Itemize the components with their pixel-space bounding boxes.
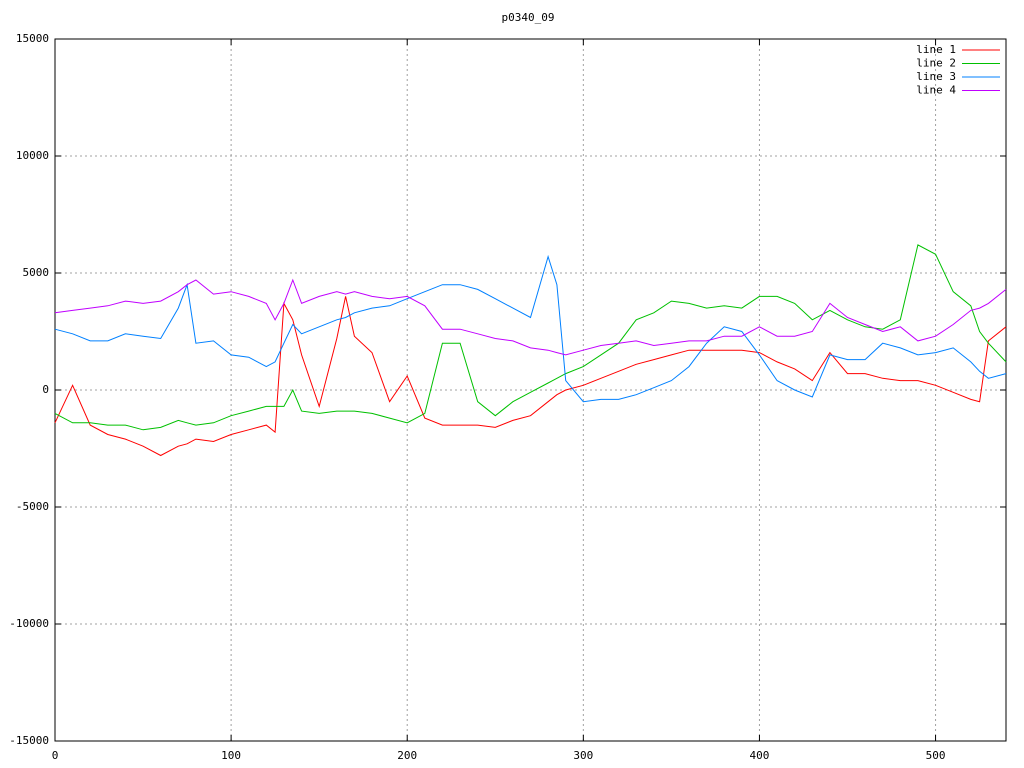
chart-title: p0340_09 xyxy=(502,11,555,24)
x-tick-label: 0 xyxy=(52,749,59,762)
y-tick-label: -10000 xyxy=(9,617,49,630)
y-tick-label: -5000 xyxy=(16,500,49,513)
y-tick-label: 15000 xyxy=(16,32,49,45)
series-line xyxy=(54,278,1007,356)
series-line xyxy=(54,254,1007,403)
x-tick-label: 200 xyxy=(397,749,417,762)
y-tick-label: -15000 xyxy=(9,734,49,747)
y-tick-label: 5000 xyxy=(23,266,50,279)
series-line xyxy=(54,296,1007,457)
series-line xyxy=(54,244,1007,431)
y-tick-label: 0 xyxy=(42,383,49,396)
x-tick-label: 100 xyxy=(221,749,241,762)
plot-frame xyxy=(54,38,1007,742)
legend-label: line 3 xyxy=(916,70,956,83)
y-tick-label: 10000 xyxy=(16,149,49,162)
x-tick-label: 500 xyxy=(926,749,946,762)
legend-label: line 2 xyxy=(916,57,956,70)
x-tick-label: 300 xyxy=(573,749,593,762)
legend-label: line 4 xyxy=(916,84,956,97)
x-tick-label: 400 xyxy=(750,749,770,762)
legend-label: line 1 xyxy=(916,43,956,56)
